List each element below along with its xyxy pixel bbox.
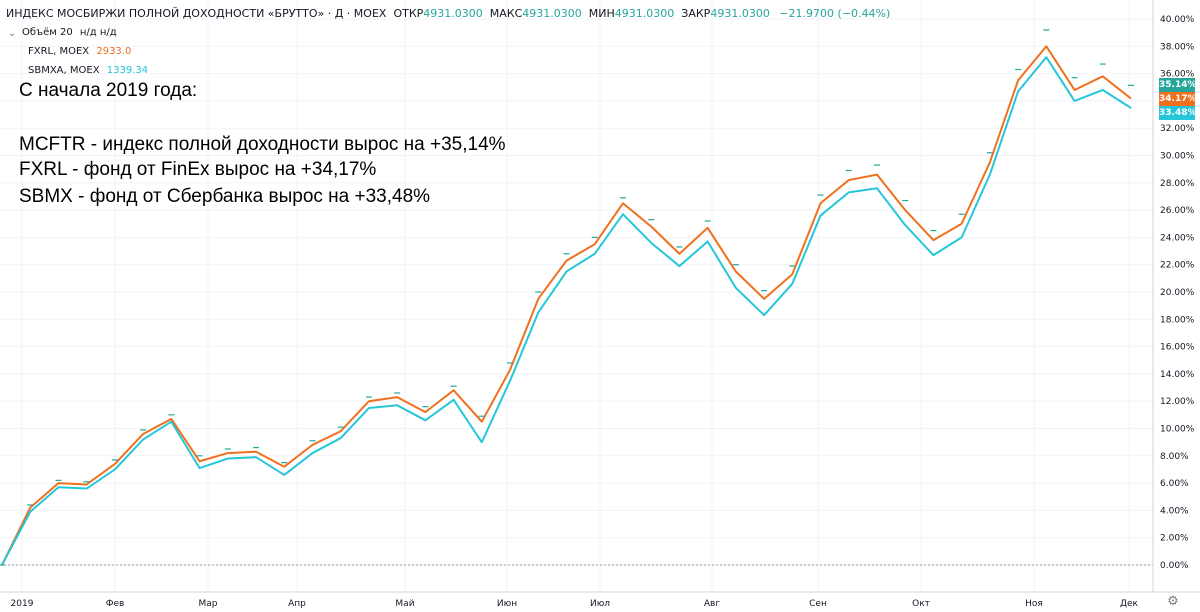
close-value: 4931.0300: [710, 7, 770, 20]
y-tick-label: 2.00%: [1160, 534, 1189, 544]
x-tick-label: 2019: [11, 599, 34, 609]
y-tick-label: 28.00%: [1160, 179, 1195, 189]
y-tick-label: 0.00%: [1160, 561, 1189, 571]
y-tick-label: 30.00%: [1160, 152, 1195, 162]
y-tick-label: 10.00%: [1160, 425, 1195, 435]
y-tick-label: 6.00%: [1160, 479, 1189, 489]
y-tick-label: 16.00%: [1160, 343, 1195, 353]
low-value: 4931.0300: [614, 7, 675, 20]
x-tick-label: Фев: [106, 599, 125, 609]
x-tick-label: Окт: [912, 599, 930, 609]
volume-values: н/д н/д: [79, 27, 117, 38]
high-value: 4931.0300: [522, 7, 582, 20]
chart-header: ИНДЕКС МОСБИРЖИ ПОЛНОЙ ДОХОДНОСТИ «БРУТТ…: [6, 7, 890, 20]
y-tick-label: 36.00%: [1160, 70, 1195, 80]
y-tick-label: 12.00%: [1160, 397, 1195, 407]
y-tick-label: 22.00%: [1160, 261, 1195, 271]
change-value: −21.9700 (−0.44%): [779, 7, 891, 20]
caption-line-3: FXRL - фонд от FinEx вырос на +34,17%: [19, 159, 377, 180]
open-value: 4931.0300: [423, 7, 483, 20]
x-tick-label: Ноя: [1025, 599, 1043, 609]
x-tick-label: Дек: [1120, 599, 1139, 609]
y-tick-label: 4.00%: [1160, 506, 1189, 516]
price-tag-mcftr: 35.14%: [1159, 78, 1197, 92]
x-tick-label: Мар: [199, 599, 218, 609]
series-line-0: [1, 45, 1132, 566]
settings-icon[interactable]: ⚙: [1167, 594, 1179, 609]
x-tick-label: Июн: [497, 599, 517, 609]
y-tick-label: 24.00%: [1160, 233, 1195, 243]
y-tick-label: 8.00%: [1160, 452, 1189, 462]
y-tick-label: 20.00%: [1160, 288, 1195, 298]
legend-fxrl-value: 2933.0: [96, 46, 132, 57]
x-axis: 2019 Фев Мар Апр Май Июн Июл Авг Сен Окт Ноя Дек: [0, 591, 1200, 609]
price-tag-fxrl: 34.17%: [1159, 92, 1197, 106]
chart-title: ИНДЕКС МОСБИРЖИ ПОЛНОЙ ДОХОДНОСТИ «БРУТТ…: [6, 7, 387, 20]
legend-fxrl[interactable]: FXRL, MOEX 2933.0: [28, 46, 131, 57]
low-label: МИН: [588, 7, 615, 20]
y-tick-label: 40.00%: [1160, 15, 1195, 25]
legend-sbmx[interactable]: SBMXA, MOEX 1339.34: [28, 65, 148, 76]
legend-sbmx-value: 1339.34: [106, 65, 149, 76]
y-tick-label: 14.00%: [1160, 370, 1195, 380]
y-tick-label: 32.00%: [1160, 124, 1195, 134]
y-tick-label: 18.00%: [1160, 315, 1195, 325]
caption-line-4: SBMX - фонд от Сбербанка вырос на +33,48…: [19, 186, 431, 207]
y-tick-label: 26.00%: [1160, 206, 1195, 216]
caption-line-1: С начала 2019 года:: [19, 80, 198, 101]
price-tag-sbmx: 33.48%: [1159, 106, 1197, 120]
chevron-down-icon[interactable]: ⌄: [8, 28, 17, 39]
legend-sbmx-name: SBMXA, MOEX: [28, 65, 100, 76]
chart-grid: [0, 0, 1153, 592]
y-tick-label: 38.00%: [1160, 42, 1195, 52]
x-tick-label: Авг: [704, 599, 720, 609]
x-tick-label: Май: [395, 599, 414, 609]
high-label: МАКС: [489, 7, 523, 20]
x-tick-label: Сен: [809, 599, 827, 609]
open-label: ОТКР: [393, 7, 424, 20]
close-label: ЗАКР: [681, 7, 711, 20]
chart-series: [0, 29, 1134, 566]
volume-legend[interactable]: Объём 20 н/д н/д: [22, 27, 117, 38]
volume-label: Объём 20: [22, 27, 73, 38]
series-line-1: [1, 56, 1132, 566]
legend-fxrl-name: FXRL, MOEX: [28, 46, 90, 57]
x-tick-label: Апр: [288, 599, 306, 609]
x-tick-label: Июл: [590, 599, 610, 609]
caption-line-2: MCFTR - индекс полной доходности вырос н…: [19, 134, 506, 155]
